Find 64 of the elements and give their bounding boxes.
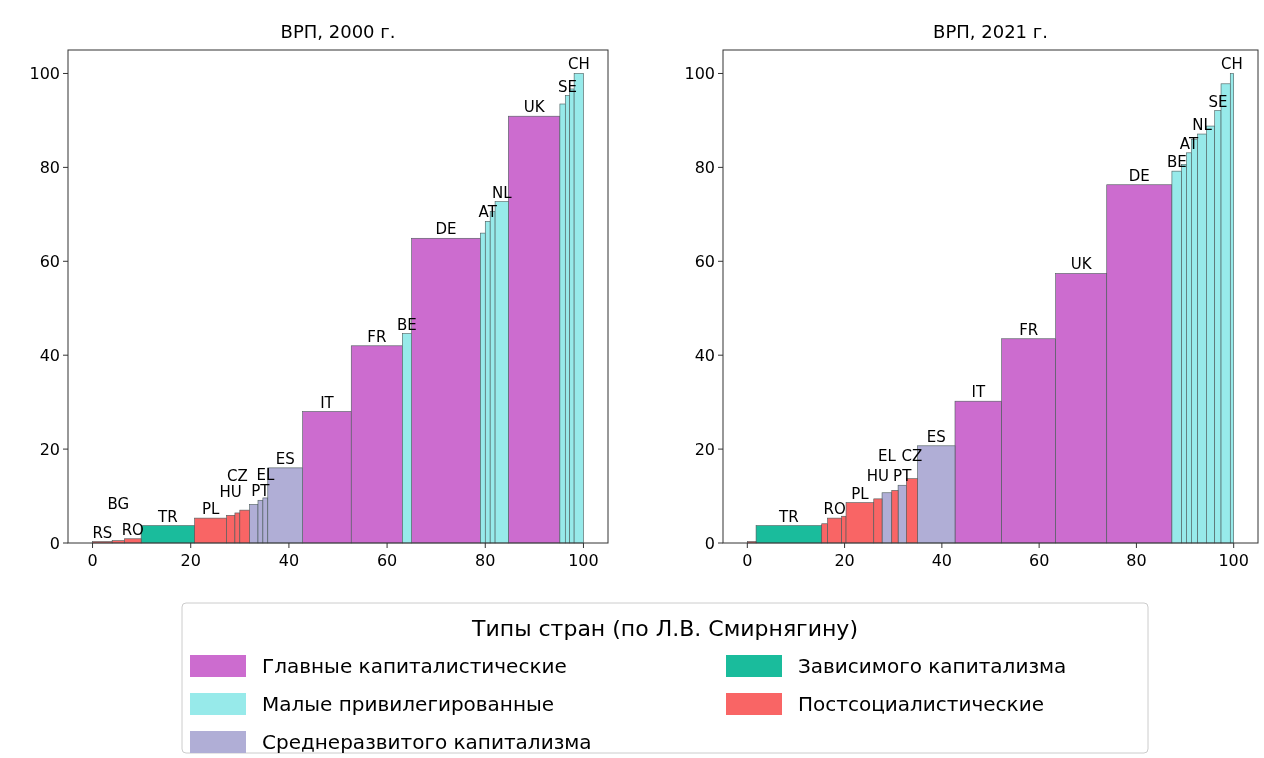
annotation: PT: [893, 467, 913, 486]
annotation: PT: [251, 482, 271, 501]
annotation: ES: [926, 427, 946, 446]
annotation: CH: [567, 55, 590, 74]
annotation: BG: [107, 494, 130, 513]
x-tick-label: 20: [834, 551, 855, 570]
y-tick-label: 60: [694, 252, 715, 272]
y-tick-label: 40: [694, 346, 715, 366]
legend-label: Среднеразвитого капитализма: [262, 730, 592, 754]
annotation: SE: [1208, 92, 1228, 111]
y-tick-label: 20: [694, 440, 715, 460]
annotation: TR: [778, 507, 799, 526]
annotation: CZ: [901, 446, 923, 465]
x-tick-label: 80: [475, 551, 496, 570]
annotation: UK: [1070, 255, 1093, 274]
annotation: FR: [1019, 320, 1039, 339]
y-tick-label: 20: [39, 440, 60, 460]
annotation: TR: [157, 507, 178, 526]
x-tick-label: 0: [742, 551, 753, 570]
annotation: RS: [92, 523, 113, 542]
annotation: IT: [320, 393, 335, 412]
x-tick-label: 60: [1028, 551, 1050, 570]
x-tick-label: 100: [1218, 551, 1249, 570]
x-tick-label: 100: [568, 551, 599, 570]
annotation: CH: [1221, 55, 1243, 74]
annotation: PL: [851, 484, 870, 503]
legend-label: Постсоциалистические: [798, 692, 1044, 716]
annotation: PL: [201, 500, 220, 519]
y-tick-label: 0: [49, 534, 60, 553]
x-tick-label: 80: [1126, 551, 1147, 570]
annotation: SE: [558, 77, 577, 96]
y-tick-label: 60: [39, 252, 60, 272]
legend-title: Типы стран (по Л.В. Смирнягину): [471, 616, 858, 641]
annotation: IT: [971, 383, 986, 402]
annotation: FR: [367, 327, 387, 346]
annotation: DE: [1128, 166, 1150, 185]
legend-label: Главные капиталистические: [262, 654, 567, 678]
annotation: EL: [256, 465, 275, 484]
legend-label: Зависимого капитализма: [798, 654, 1067, 678]
x-tick-label: 60: [376, 551, 398, 570]
annotation: HU: [866, 466, 890, 485]
annotation: EL: [877, 446, 897, 465]
y-tick-label: 100: [684, 64, 715, 84]
annotation: BE: [1166, 153, 1187, 172]
chart-title: ВРП, 2021 г.: [933, 21, 1048, 42]
y-tick-label: 100: [29, 64, 60, 84]
y-tick-label: 0: [704, 534, 715, 553]
y-tick-label: 80: [694, 158, 715, 178]
annotation: ES: [275, 449, 295, 468]
annotation: CZ: [226, 466, 248, 485]
annotation: UK: [523, 98, 546, 117]
y-tick-label: 80: [39, 158, 60, 178]
annotation: RO: [823, 500, 846, 519]
x-tick-label: 40: [931, 551, 953, 570]
y-tick-label: 40: [39, 346, 60, 366]
x-tick-label: 20: [180, 551, 201, 570]
annotation: NL: [1192, 116, 1213, 135]
annotation: AT: [478, 203, 498, 222]
legend-label: Малые привилегированные: [262, 692, 555, 716]
chart-title: ВРП, 2000 г.: [280, 21, 396, 42]
annotation: DE: [435, 220, 457, 239]
x-tick-label: 0: [87, 551, 98, 570]
annotation: HU: [219, 483, 242, 502]
x-tick-label: 40: [278, 551, 300, 570]
